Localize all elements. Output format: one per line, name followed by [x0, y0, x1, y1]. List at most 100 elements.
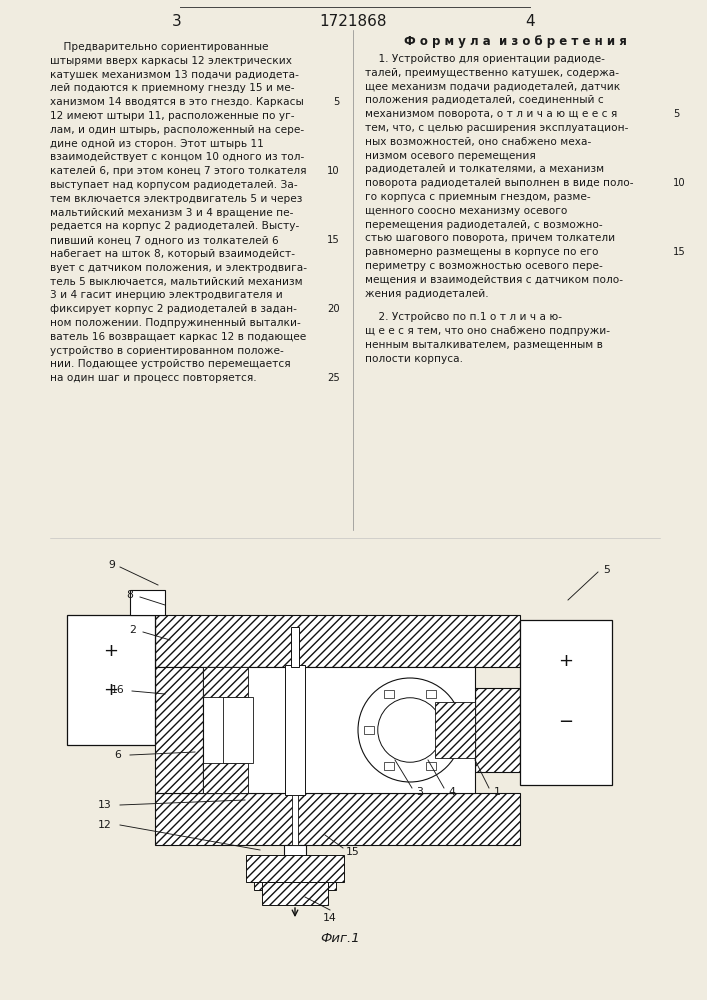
- Text: ненным выталкивателем, размещенным в: ненным выталкивателем, размещенным в: [365, 340, 603, 350]
- Text: ных возможностей, оно снабжено меха-: ных возможностей, оно снабжено меха-: [365, 137, 591, 147]
- Text: ханизмом 14 вводятся в это гнездо. Каркасы: ханизмом 14 вводятся в это гнездо. Карка…: [50, 97, 304, 107]
- Polygon shape: [203, 667, 248, 697]
- Text: фиксирует корпус 2 радиодеталей в задан-: фиксирует корпус 2 радиодеталей в задан-: [50, 304, 297, 314]
- Text: 4: 4: [448, 787, 455, 797]
- Text: 15: 15: [327, 235, 340, 245]
- Text: механизмом поворота, о т л и ч а ю щ е е с я: механизмом поворота, о т л и ч а ю щ е е…: [365, 109, 617, 119]
- Text: 2. Устройсво по п.1 о т л и ч а ю-: 2. Устройсво по п.1 о т л и ч а ю-: [365, 312, 562, 322]
- Text: пивший конец 7 одного из толкателей 6: пивший конец 7 одного из толкателей 6: [50, 235, 279, 245]
- Text: 1721868: 1721868: [320, 14, 387, 29]
- Text: вует с датчиком положения, и электродвига-: вует с датчиком положения, и электродвиг…: [50, 263, 307, 273]
- Text: жения радиодеталей.: жения радиодеталей.: [365, 289, 489, 299]
- Bar: [130, 590, 165, 615]
- Bar: [292, 795, 298, 845]
- Text: 9: 9: [109, 560, 115, 570]
- Text: 1: 1: [493, 787, 501, 797]
- Text: 20: 20: [327, 304, 340, 314]
- Text: го корпуса с приемным гнездом, разме-: го корпуса с приемным гнездом, разме-: [365, 192, 590, 202]
- Text: 12: 12: [98, 820, 112, 830]
- Text: катушек механизмом 13 подачи радиодета-: катушек механизмом 13 подачи радиодета-: [50, 70, 299, 80]
- Polygon shape: [254, 865, 336, 890]
- Text: 14: 14: [323, 913, 337, 923]
- Text: −: −: [559, 713, 573, 731]
- Text: +: +: [103, 642, 119, 660]
- Text: нии. Подающее устройство перемещается: нии. Подающее устройство перемещается: [50, 359, 291, 369]
- Text: 12 имеют штыри 11, расположенные по уг-: 12 имеют штыри 11, расположенные по уг-: [50, 111, 295, 121]
- Polygon shape: [435, 702, 475, 758]
- Circle shape: [378, 698, 443, 762]
- Bar: [385, 690, 395, 698]
- Text: ном положении. Подпружиненный выталки-: ном положении. Подпружиненный выталки-: [50, 318, 300, 328]
- Bar: [67, 615, 155, 745]
- Text: 10: 10: [327, 166, 340, 176]
- Text: набегает на шток 8, который взаимодейст-: набегает на шток 8, который взаимодейст-: [50, 249, 295, 259]
- Bar: [285, 665, 305, 795]
- Bar: [203, 667, 475, 793]
- Text: низмом осевого перемещения: низмом осевого перемещения: [365, 151, 536, 161]
- Text: мальтийский механизм 3 и 4 вращение пе-: мальтийский механизм 3 и 4 вращение пе-: [50, 208, 293, 218]
- Polygon shape: [262, 882, 328, 905]
- Text: +: +: [559, 652, 573, 670]
- Text: 5: 5: [334, 97, 340, 107]
- Text: 2: 2: [129, 625, 136, 635]
- Text: выступает над корпусом радиодеталей. За-: выступает над корпусом радиодеталей. За-: [50, 180, 298, 190]
- Text: щенного соосно механизму осевого: щенного соосно механизму осевого: [365, 206, 568, 216]
- Bar: [284, 845, 306, 900]
- Text: полости корпуса.: полости корпуса.: [365, 354, 463, 364]
- Text: взаимодействует с концом 10 одного из тол-: взаимодействует с концом 10 одного из то…: [50, 152, 304, 162]
- Text: тель 5 выключается, мальтийский механизм: тель 5 выключается, мальтийский механизм: [50, 277, 303, 287]
- Text: 15: 15: [346, 847, 360, 857]
- Text: мещения и взаимодействия с датчиком поло-: мещения и взаимодействия с датчиком поло…: [365, 275, 623, 285]
- Text: ватель 16 возвращает каркас 12 в подающее: ватель 16 возвращает каркас 12 в подающе…: [50, 332, 306, 342]
- Text: периметру с возможностью осевого пере-: периметру с возможностью осевого пере-: [365, 261, 603, 271]
- Text: штырями вверх каркасы 12 электрических: штырями вверх каркасы 12 электрических: [50, 56, 292, 66]
- Polygon shape: [475, 688, 520, 772]
- Text: щее механизм подачи радиодеталей, датчик: щее механизм подачи радиодеталей, датчик: [365, 82, 620, 92]
- Text: 1. Устройство для ориентации радиоде-: 1. Устройство для ориентации радиоде-: [365, 54, 605, 64]
- Text: талей, преимущественно катушек, содержа-: талей, преимущественно катушек, содержа-: [365, 68, 619, 78]
- Polygon shape: [155, 615, 520, 667]
- Text: Предварительно сориентированные: Предварительно сориентированные: [50, 42, 269, 52]
- Text: дине одной из сторон. Этот штырь 11: дине одной из сторон. Этот штырь 11: [50, 139, 264, 149]
- Text: 6: 6: [115, 750, 122, 760]
- Text: радиодеталей и толкателями, а механизм: радиодеталей и толкателями, а механизм: [365, 164, 604, 174]
- Bar: [223, 697, 253, 763]
- Text: лей подаются к приемному гнезду 15 и ме-: лей подаются к приемному гнезду 15 и ме-: [50, 83, 295, 93]
- Text: 25: 25: [327, 373, 340, 383]
- Polygon shape: [246, 855, 344, 882]
- Text: 5: 5: [673, 109, 679, 119]
- Text: Фиг.1: Фиг.1: [320, 932, 360, 944]
- Bar: [385, 762, 395, 770]
- Text: 4: 4: [525, 14, 534, 29]
- Text: перемещения радиодеталей, с возможно-: перемещения радиодеталей, с возможно-: [365, 220, 602, 230]
- Text: +: +: [103, 681, 119, 699]
- Text: тем, что, с целью расширения эксплуатацион-: тем, что, с целью расширения эксплуатаци…: [365, 123, 629, 133]
- Text: стью шагового поворота, причем толкатели: стью шагового поворота, причем толкатели: [365, 233, 615, 243]
- Text: 10: 10: [673, 178, 686, 188]
- Polygon shape: [155, 793, 520, 845]
- Text: редается на корпус 2 радиодеталей. Высту-: редается на корпус 2 радиодеталей. Высту…: [50, 221, 299, 231]
- Text: лам, и один штырь, расположенный на сере-: лам, и один штырь, расположенный на сере…: [50, 125, 304, 135]
- Text: Ф о р м у л а  и з о б р е т е н и я: Ф о р м у л а и з о б р е т е н и я: [404, 35, 626, 48]
- Text: кателей 6, при этом конец 7 этого толкателя: кателей 6, при этом конец 7 этого толкат…: [50, 166, 307, 176]
- Text: 15: 15: [673, 247, 686, 257]
- Polygon shape: [203, 763, 248, 793]
- Text: равномерно размещены в корпусе по его: равномерно размещены в корпусе по его: [365, 247, 599, 257]
- Text: 16: 16: [111, 685, 125, 695]
- Text: 5: 5: [604, 565, 610, 575]
- Bar: [446, 726, 456, 734]
- Text: 8: 8: [127, 590, 134, 600]
- Text: тем включается электродвигатель 5 и через: тем включается электродвигатель 5 и чере…: [50, 194, 303, 204]
- Bar: [364, 726, 374, 734]
- Bar: [426, 762, 436, 770]
- Polygon shape: [155, 667, 203, 793]
- Text: устройство в сориентированном положе-: устройство в сориентированном положе-: [50, 346, 284, 356]
- Bar: [426, 690, 436, 698]
- Text: щ е е с я тем, что оно снабжено подпружи-: щ е е с я тем, что оно снабжено подпружи…: [365, 326, 610, 336]
- Bar: [520, 620, 612, 785]
- Circle shape: [358, 678, 462, 782]
- Text: поворота радиодеталей выполнен в виде поло-: поворота радиодеталей выполнен в виде по…: [365, 178, 633, 188]
- Text: положения радиодеталей, соединенный с: положения радиодеталей, соединенный с: [365, 95, 604, 105]
- Text: 13: 13: [98, 800, 112, 810]
- Text: 3 и 4 гасит инерцию электродвигателя и: 3 и 4 гасит инерцию электродвигателя и: [50, 290, 283, 300]
